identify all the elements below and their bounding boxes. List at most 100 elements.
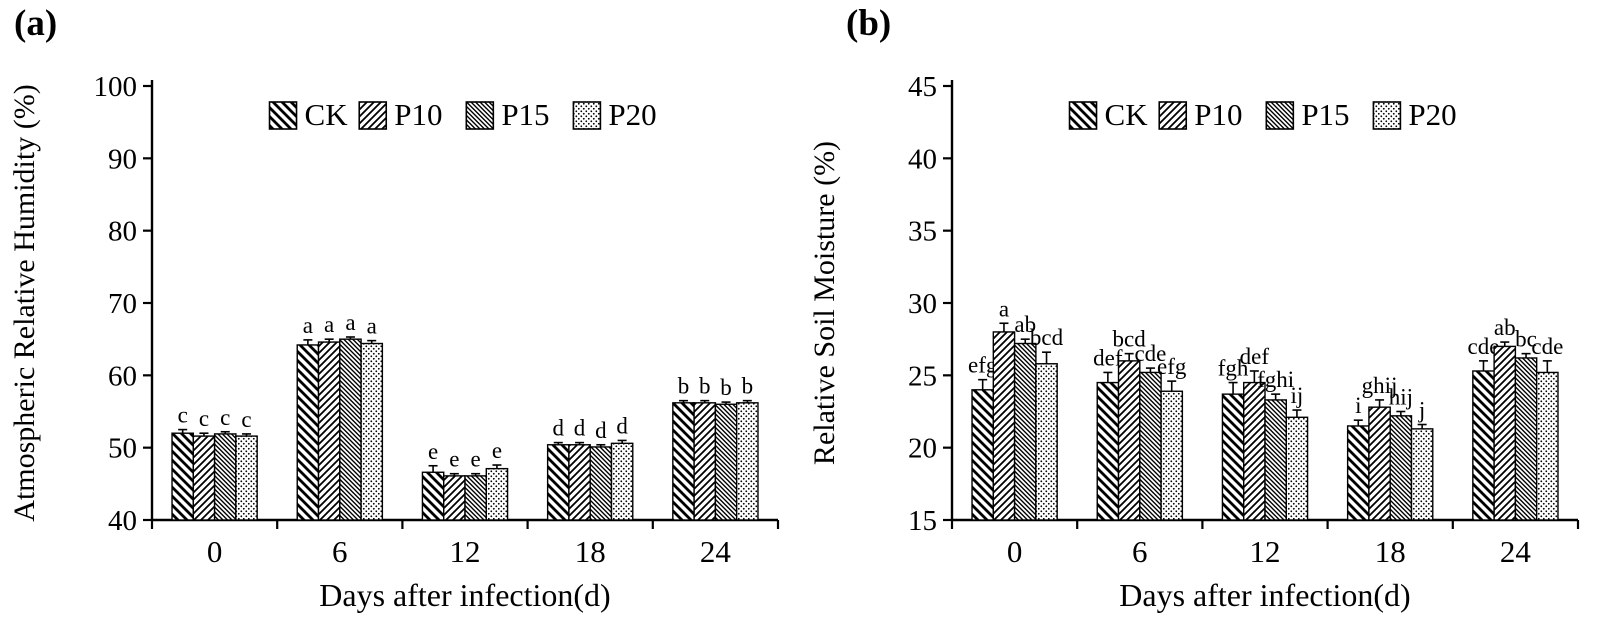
bar-P15-day18 bbox=[1389, 415, 1413, 521]
sig-letter: bcd bbox=[1030, 325, 1064, 350]
legend-label-P15: P15 bbox=[1301, 97, 1349, 132]
sig-letter: d bbox=[553, 416, 565, 441]
bar-P10-day12 bbox=[1243, 381, 1266, 521]
sig-letter: c bbox=[220, 405, 230, 430]
legend-label-P10: P10 bbox=[394, 97, 442, 132]
sig-letter: d bbox=[616, 413, 628, 438]
sig-letter: def bbox=[1240, 344, 1270, 369]
legend-swatch-P10 bbox=[1158, 101, 1188, 130]
bar-P15-day6 bbox=[339, 338, 362, 521]
sig-letter: a bbox=[345, 310, 355, 335]
bar-P10-day6 bbox=[317, 341, 341, 521]
y-tick-label: 90 bbox=[108, 143, 137, 175]
sig-letter: b bbox=[678, 374, 690, 399]
bar-P20-day18 bbox=[610, 442, 634, 521]
panel-b-label: (b) bbox=[846, 3, 892, 44]
panel-a: (a) 40 50 60 70 80 90 100 0 6 12 18 24 Days after in… bbox=[8, 3, 780, 613]
legend-label-P20: P20 bbox=[608, 97, 656, 132]
bar-P15-day12 bbox=[1264, 399, 1287, 521]
y-tick-label: 40 bbox=[908, 143, 937, 175]
legend-swatch-P10 bbox=[358, 101, 388, 130]
sig-letter: d bbox=[574, 416, 586, 441]
bar-P20-day6 bbox=[360, 342, 384, 521]
bar-P20-day0 bbox=[235, 435, 258, 521]
legend-swatch-P15 bbox=[465, 101, 495, 130]
x-tick-label: 6 bbox=[1132, 534, 1148, 569]
bar-P15-day18 bbox=[589, 446, 613, 521]
sig-letter: e bbox=[492, 438, 502, 463]
bar-P15-day0 bbox=[1013, 342, 1037, 521]
y-tick-label: 15 bbox=[908, 505, 937, 537]
y-axis-title: Atmospheric Relative Humidity (%) bbox=[8, 84, 41, 521]
y-tick-label: 60 bbox=[108, 360, 137, 392]
y-tick-label: 80 bbox=[108, 216, 137, 248]
x-tick-label: 24 bbox=[1500, 534, 1532, 569]
x-tick-label: 18 bbox=[575, 534, 606, 569]
x-tick-label: 12 bbox=[450, 534, 481, 569]
x-tick-label: 0 bbox=[1007, 534, 1023, 569]
x-tick-label: 0 bbox=[207, 534, 223, 569]
bar-P15-day0 bbox=[213, 433, 237, 521]
x-tick-label: 12 bbox=[1250, 534, 1281, 569]
sig-letter: ghij bbox=[1362, 373, 1398, 398]
sig-letter: efg bbox=[1157, 354, 1187, 379]
sig-letter: fghi bbox=[1257, 367, 1294, 392]
sig-letter: b bbox=[699, 374, 711, 399]
sig-letter: b bbox=[742, 374, 754, 399]
legend-label-CK: CK bbox=[305, 97, 349, 132]
bar-P10-day6 bbox=[1117, 360, 1141, 521]
x-tick-label: 6 bbox=[332, 534, 348, 569]
bar-P10-day0 bbox=[192, 435, 216, 521]
legend-label-P15: P15 bbox=[501, 97, 549, 132]
y-tick-label: 50 bbox=[108, 433, 137, 465]
sig-letter: e bbox=[471, 447, 481, 472]
sig-letter: hij bbox=[1389, 385, 1413, 410]
y-tick-label: 30 bbox=[908, 288, 937, 320]
bar-CK-day24 bbox=[1472, 370, 1495, 521]
legend-swatch-P15 bbox=[1265, 101, 1295, 130]
legend-swatch-P20 bbox=[1372, 101, 1402, 130]
y-tick-label: 45 bbox=[908, 71, 937, 103]
chart-relative-soil-moisture: 15 20 25 30 35 40 45 0 6 12 18 24 Days after infecti… bbox=[808, 71, 1580, 613]
bar-CK-day12 bbox=[1221, 393, 1245, 521]
bar-P15-day6 bbox=[1139, 371, 1162, 521]
y-tick-label: 40 bbox=[108, 505, 137, 537]
sig-letter: cde bbox=[1531, 334, 1563, 359]
sig-letter: fgh bbox=[1218, 356, 1249, 381]
bar-P10-day0 bbox=[992, 331, 1016, 521]
sig-letter: c bbox=[199, 406, 209, 431]
bar-P10-day18 bbox=[568, 444, 591, 521]
bar-CK-day18 bbox=[546, 444, 570, 521]
sig-letter: ab bbox=[1494, 315, 1516, 340]
sig-letter: a bbox=[367, 314, 377, 339]
y-tick-label: 70 bbox=[108, 288, 137, 320]
sig-letter: a bbox=[303, 313, 313, 338]
x-tick-label: 18 bbox=[1375, 534, 1406, 569]
legend-swatch-P20 bbox=[572, 101, 602, 130]
sig-letter: cde bbox=[1134, 341, 1166, 366]
sig-letter: bc bbox=[1515, 327, 1537, 352]
sig-letter: a bbox=[999, 296, 1009, 321]
legend-label-P10: P10 bbox=[1194, 97, 1242, 132]
legend-swatch-CK bbox=[1068, 101, 1098, 130]
bar-P15-day24 bbox=[1514, 357, 1538, 521]
bar-CK-day6 bbox=[1096, 381, 1120, 521]
sig-letter: bcd bbox=[1113, 327, 1147, 352]
y-tick-label: 25 bbox=[908, 360, 937, 392]
x-axis-title: Days after infection(d) bbox=[1119, 577, 1410, 613]
x-axis-title: Days after infection(d) bbox=[319, 577, 610, 613]
y-tick-label: 100 bbox=[94, 71, 138, 103]
bar-CK-day24 bbox=[672, 402, 695, 521]
bar-CK-day6 bbox=[296, 344, 320, 521]
sig-letter: e bbox=[428, 439, 438, 464]
bar-P15-day12 bbox=[464, 475, 487, 521]
y-axis-title: Relative Soil Moisture (%) bbox=[808, 141, 841, 465]
bar-P10-day24 bbox=[693, 402, 717, 521]
sig-letter: j bbox=[1418, 398, 1425, 423]
bar-P20-day12 bbox=[1285, 416, 1309, 521]
bar-CK-day18 bbox=[1346, 425, 1370, 521]
sig-letter: a bbox=[324, 312, 334, 337]
sig-letter: c bbox=[241, 407, 251, 432]
legend-swatch-CK bbox=[268, 101, 298, 130]
bar-P10-day18 bbox=[1368, 406, 1391, 521]
